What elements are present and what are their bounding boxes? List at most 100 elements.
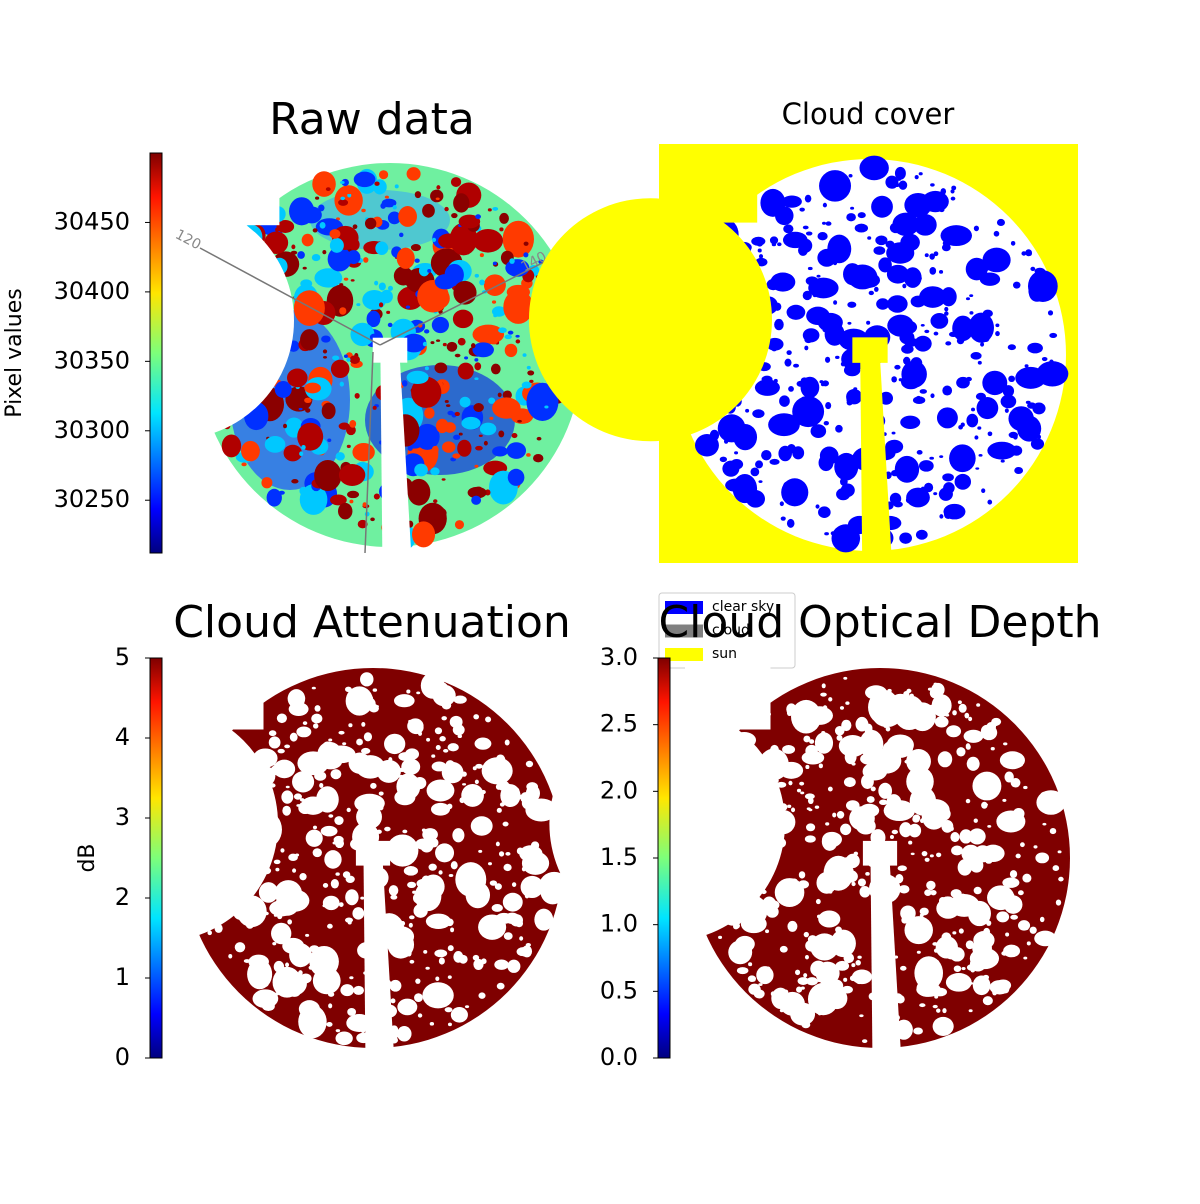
cloud-blob <box>857 955 862 959</box>
cloud-blob <box>502 390 512 400</box>
cloud-blob <box>298 1000 320 1018</box>
cloud-blob <box>945 972 972 992</box>
cloud-blob <box>301 727 306 731</box>
cloud-blob <box>822 705 828 710</box>
cloud-blob <box>452 828 465 843</box>
panel-title: Cloud Attenuation <box>173 597 571 648</box>
cloud-blob <box>496 807 502 813</box>
cloud-blob <box>326 1021 333 1027</box>
cloud-blob <box>1036 361 1069 387</box>
cloud-blob <box>1010 777 1021 788</box>
cloud-blob <box>327 246 352 272</box>
cloud-blob <box>874 286 879 292</box>
cloud-blob <box>474 737 492 750</box>
cloud-blob <box>904 916 933 945</box>
cloud-blob <box>845 701 850 705</box>
cloud-blob <box>481 757 513 785</box>
cloud-blob <box>929 266 937 275</box>
cloud-blob <box>818 454 834 472</box>
cloud-blob <box>447 975 452 979</box>
cloud-blob <box>870 786 876 792</box>
cloud-blob <box>781 195 802 208</box>
cloud-blob <box>243 959 251 963</box>
cloud-blob <box>504 739 510 746</box>
cloud-blob <box>933 492 938 496</box>
cloud-blob <box>787 444 796 454</box>
cloud-blob <box>268 736 281 749</box>
cloud-blob <box>435 745 441 751</box>
cloud-blob <box>497 776 505 782</box>
cloud-blob <box>311 686 316 690</box>
cloud-blob <box>507 959 521 973</box>
cloud-blob <box>962 837 967 843</box>
grid-line <box>364 351 374 554</box>
cloud-blob <box>445 760 455 770</box>
cloud-blob <box>453 280 477 305</box>
cloud-blob <box>886 264 909 284</box>
cloud-blob <box>252 989 279 1009</box>
colorbar-tick-label: 2.0 <box>600 776 638 804</box>
cloud-blob <box>293 793 302 800</box>
cloud-blob <box>1021 251 1027 256</box>
cloud-blob <box>908 840 913 845</box>
cloud-blob <box>446 341 458 352</box>
cloud-blob <box>784 358 792 367</box>
cloud-blob <box>797 977 809 985</box>
cloud-blob <box>301 445 306 450</box>
cloud-blob <box>806 807 811 811</box>
cloud-blob <box>756 966 774 985</box>
cloud-blob <box>529 379 534 384</box>
cloud-blob <box>431 754 436 758</box>
cloud-blob <box>540 877 566 905</box>
cloud-blob <box>957 700 962 705</box>
colorbar <box>149 152 163 554</box>
cloud-blob <box>815 961 840 985</box>
cloud-blob <box>274 894 299 916</box>
cloud-blob <box>804 793 815 800</box>
cloud-blob <box>469 894 487 907</box>
cloud-blob <box>788 780 793 786</box>
colorbar-tick-label: 4 <box>115 723 130 751</box>
cloud-blob <box>363 732 373 742</box>
cloud-blob <box>292 868 297 873</box>
cloud-blob <box>976 703 981 707</box>
cloud-blob <box>889 501 895 506</box>
cloud-blob <box>493 313 498 318</box>
cloud-blob <box>497 392 502 398</box>
cloud-blob <box>505 851 511 856</box>
cloud-blob <box>910 852 915 856</box>
cloud-blob <box>952 710 957 716</box>
cloud-blob <box>474 273 479 278</box>
cloud-blob <box>478 992 486 999</box>
cloud-blob <box>1008 431 1018 439</box>
panel-title: Cloud cover <box>782 97 955 131</box>
cloud-blob <box>1039 916 1045 923</box>
cloud-blob <box>895 873 904 884</box>
cloud-blob <box>305 408 311 413</box>
cloud-blob <box>384 826 391 832</box>
cloud-blob <box>820 382 825 387</box>
sky-image <box>55 158 582 552</box>
cloud-blob <box>758 983 763 986</box>
cloud-blob <box>841 985 853 994</box>
cloud-blob <box>924 857 930 862</box>
cloud-blob <box>327 438 332 443</box>
cloud-blob <box>859 885 871 898</box>
cloud-blob <box>499 227 504 232</box>
cloud-blob <box>502 892 523 912</box>
cloud-blob <box>797 880 809 889</box>
cloud-blob <box>259 981 269 988</box>
cloud-blob <box>285 386 313 412</box>
cloud-blob <box>827 234 852 264</box>
cloud-blob <box>315 196 320 200</box>
cloud-blob <box>487 862 492 866</box>
cloud-blob <box>1052 865 1060 872</box>
cloud-blob <box>207 930 212 936</box>
cloud-blob <box>810 317 816 322</box>
cloud-blob <box>492 261 497 266</box>
cloud-blob <box>826 954 831 960</box>
cloud-blob <box>338 463 366 487</box>
cloud-blob <box>396 247 415 269</box>
cloud-blob <box>234 942 246 953</box>
cloud-blob <box>800 986 805 990</box>
